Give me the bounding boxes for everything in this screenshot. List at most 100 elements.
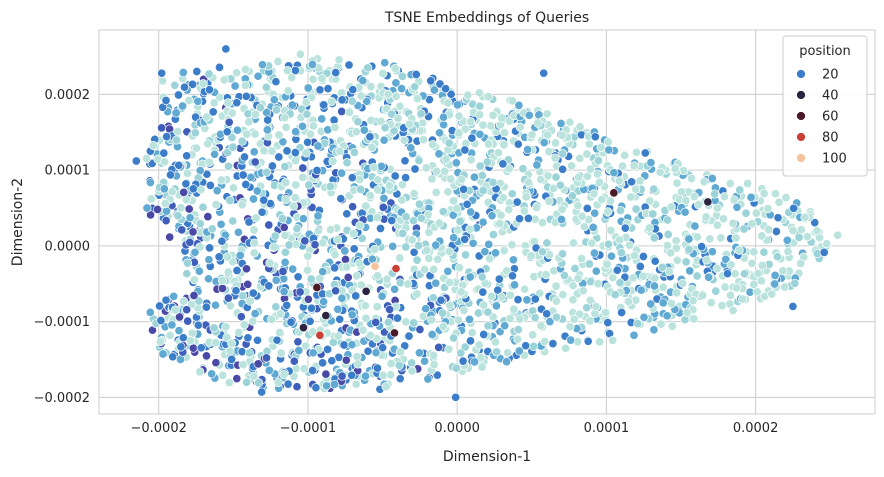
cloud-point bbox=[336, 194, 346, 204]
cloud-point bbox=[657, 262, 667, 272]
cloud-point bbox=[544, 147, 554, 157]
cloud-point bbox=[635, 261, 645, 272]
cloud-point bbox=[378, 343, 388, 353]
cloud-point bbox=[167, 320, 177, 330]
data-point bbox=[157, 68, 167, 78]
cloud-point bbox=[462, 199, 472, 209]
cloud-point bbox=[190, 247, 200, 257]
cloud-point bbox=[465, 336, 476, 346]
cloud-point bbox=[720, 282, 730, 292]
cloud-point bbox=[603, 318, 613, 328]
cloud-point bbox=[363, 346, 373, 356]
cloud-point bbox=[283, 379, 293, 389]
cloud-point bbox=[369, 162, 379, 172]
cloud-point bbox=[282, 65, 293, 76]
cloud-point bbox=[575, 122, 585, 132]
cloud-point bbox=[416, 109, 426, 119]
cloud-point bbox=[187, 79, 198, 89]
cloud-point bbox=[307, 59, 318, 70]
cloud-point bbox=[416, 213, 426, 223]
cloud-point bbox=[342, 209, 352, 219]
cloud-point bbox=[409, 247, 419, 257]
cloud-point bbox=[722, 269, 733, 279]
legend-marker bbox=[796, 153, 806, 163]
x-axis-label: Dimension-1 bbox=[443, 449, 531, 465]
cloud-point bbox=[692, 232, 702, 242]
cloud-point bbox=[483, 307, 493, 317]
cloud-point bbox=[458, 356, 468, 366]
cloud-point bbox=[217, 283, 228, 293]
cloud-point bbox=[299, 364, 309, 374]
cloud-point bbox=[595, 337, 605, 347]
cloud-point bbox=[523, 145, 533, 155]
cloud-point bbox=[712, 220, 722, 230]
cloud-point bbox=[759, 188, 769, 199]
cloud-point bbox=[551, 172, 561, 182]
cloud-point bbox=[684, 234, 694, 244]
cloud-point bbox=[498, 159, 508, 169]
cloud-point bbox=[739, 269, 749, 279]
cloud-point bbox=[168, 352, 178, 362]
cloud-point bbox=[565, 322, 575, 332]
cloud-point bbox=[273, 377, 283, 388]
cloud-point bbox=[528, 330, 538, 340]
cloud-point bbox=[284, 240, 294, 250]
cloud-point bbox=[513, 139, 523, 149]
cloud-point bbox=[588, 222, 598, 232]
cloud-point bbox=[461, 250, 471, 260]
cloud-point bbox=[318, 238, 328, 248]
cloud-point bbox=[800, 212, 810, 222]
cloud-point bbox=[263, 115, 273, 125]
cloud-point bbox=[214, 252, 224, 262]
cloud-point bbox=[591, 302, 601, 312]
cloud-point bbox=[259, 195, 269, 205]
cloud-point bbox=[182, 305, 192, 315]
cloud-point bbox=[618, 161, 628, 171]
cloud-point bbox=[264, 220, 274, 230]
cloud-point bbox=[541, 270, 551, 280]
cloud-point bbox=[612, 265, 622, 275]
cloud-point bbox=[233, 227, 243, 237]
cloud-point bbox=[441, 154, 451, 164]
cloud-point bbox=[387, 109, 397, 119]
cloud-point bbox=[479, 300, 489, 310]
cloud-point bbox=[381, 382, 391, 392]
cloud-point bbox=[161, 206, 172, 216]
cloud-point bbox=[204, 157, 214, 167]
cloud-point bbox=[380, 58, 390, 68]
cloud-point bbox=[495, 327, 505, 337]
cloud-point bbox=[704, 272, 714, 282]
cloud-point bbox=[250, 309, 260, 319]
cloud-point bbox=[429, 360, 439, 370]
cloud-point bbox=[567, 191, 577, 201]
cloud-point bbox=[267, 314, 277, 324]
cloud-point bbox=[183, 316, 193, 326]
cloud-point bbox=[500, 321, 510, 331]
data-point bbox=[389, 328, 400, 338]
cloud-point bbox=[210, 300, 221, 310]
cloud-point bbox=[295, 287, 305, 297]
cloud-point bbox=[237, 200, 247, 210]
cloud-point bbox=[456, 174, 466, 185]
cloud-point bbox=[480, 247, 490, 257]
cloud-point bbox=[694, 200, 704, 210]
cloud-point bbox=[454, 111, 464, 121]
cloud-point bbox=[319, 100, 329, 110]
cloud-point bbox=[241, 264, 252, 274]
cloud-point bbox=[246, 172, 256, 182]
cloud-point bbox=[649, 233, 659, 243]
cloud-point bbox=[366, 115, 376, 125]
cloud-point bbox=[505, 290, 515, 300]
cloud-point bbox=[306, 274, 316, 284]
cloud-point bbox=[271, 105, 282, 115]
cloud-point bbox=[428, 350, 439, 360]
cloud-point bbox=[391, 91, 401, 101]
cloud-point bbox=[317, 73, 327, 83]
cloud-point bbox=[179, 82, 190, 92]
cloud-point bbox=[390, 171, 400, 181]
cloud-point bbox=[371, 317, 381, 327]
cloud-point bbox=[467, 328, 477, 338]
cloud-point bbox=[719, 192, 729, 202]
cloud-point bbox=[227, 338, 237, 348]
